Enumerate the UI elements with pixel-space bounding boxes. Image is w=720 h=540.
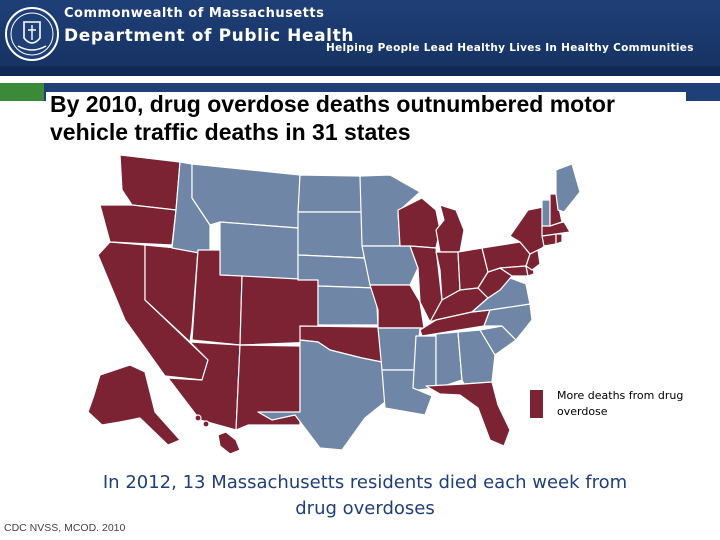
slide-title: By 2010, drug overdose deaths outnumbere… xyxy=(50,91,615,145)
state-seal-icon xyxy=(5,7,59,61)
header-banner: Commonwealth of Massachusetts Department… xyxy=(0,0,720,76)
state-hi-islet xyxy=(202,420,210,428)
org-name-line2: Department of Public Health xyxy=(64,26,355,46)
state-ar xyxy=(377,327,421,371)
org-name-line1: Commonwealth of Massachusetts xyxy=(64,6,325,21)
state-or xyxy=(99,204,177,246)
banner-stripe xyxy=(0,66,720,76)
state-mo xyxy=(369,284,425,329)
legend-label: More deaths from drug overdose xyxy=(557,389,684,418)
source-citation: CDC NVSS, MCOD. 2010 xyxy=(4,522,126,534)
state-fl xyxy=(425,381,511,447)
state-ak xyxy=(87,364,181,446)
state-sd xyxy=(297,211,365,259)
state-me xyxy=(555,163,580,213)
accent-bar-green xyxy=(0,83,44,101)
state-hi-islet xyxy=(194,414,202,422)
us-state-map xyxy=(87,154,580,455)
state-ks xyxy=(317,285,379,326)
state-tx xyxy=(257,339,386,451)
state-ri xyxy=(555,233,563,245)
org-tagline: Helping People Lead Healthy Lives In Hea… xyxy=(326,42,694,54)
state-hi xyxy=(217,431,241,455)
state-mt xyxy=(191,163,301,229)
map-legend: More deaths from drug overdose xyxy=(530,388,683,420)
state-mi xyxy=(435,204,465,253)
state-vt xyxy=(541,199,551,227)
state-ms xyxy=(412,335,437,391)
state-nd xyxy=(297,174,363,213)
legend-swatch-overdose xyxy=(530,390,543,418)
state-nm xyxy=(235,344,301,431)
state-al xyxy=(435,331,463,389)
state-ia xyxy=(361,245,419,286)
state-wa xyxy=(119,154,181,211)
title-background xyxy=(46,92,686,152)
state-wy xyxy=(219,221,299,281)
footnote-statistic: In 2012, 13 Massachusetts residents died… xyxy=(102,472,628,519)
state-nh xyxy=(549,193,563,227)
